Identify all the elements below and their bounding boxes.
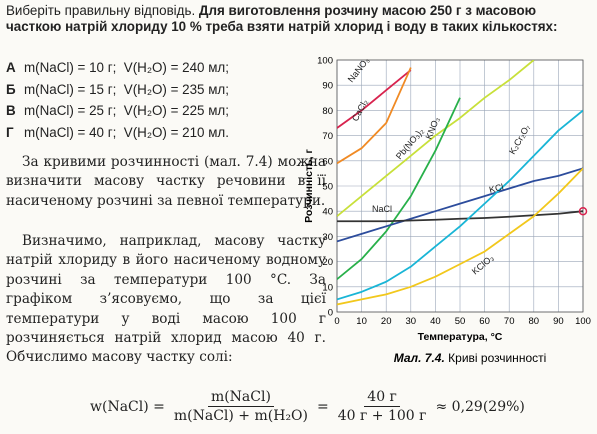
- x-tick-label: 90: [553, 316, 564, 327]
- y-tick-label: 50: [322, 182, 333, 193]
- x-tick-label: 0: [334, 316, 339, 327]
- option-letter: А: [6, 60, 16, 75]
- option-letter: В: [6, 103, 16, 118]
- curve: [337, 67, 412, 165]
- y-tick-label: 90: [322, 81, 333, 92]
- y-tick-label: 60: [322, 156, 333, 167]
- y-tick-label: 30: [322, 232, 333, 243]
- x-tick-label: 20: [381, 316, 392, 327]
- curve: [337, 210, 583, 223]
- question-text: Для виготовлення розчину масою 250 г з м…: [6, 3, 558, 34]
- x-tick-label: 70: [504, 316, 515, 327]
- y-tick-label: 20: [322, 257, 333, 268]
- result: ≈ 0,29(29%): [435, 398, 525, 415]
- y-tick-label: 0: [328, 308, 333, 319]
- y-tick-label: 10: [322, 282, 333, 293]
- caption-text: Криві розчинності: [448, 351, 546, 365]
- numerator: 40 г: [364, 388, 400, 407]
- option-letter: Б: [6, 81, 16, 97]
- y-axis-label: Розчинність, г: [303, 149, 315, 223]
- curve: [337, 69, 412, 129]
- denominator: 40 г + 100 г: [337, 408, 427, 424]
- denominator: m(NaCl) + m(H₂O): [173, 408, 308, 424]
- option-text: m(NaCl) = 15 г; V(H₂O) = 235 мл;: [24, 81, 229, 97]
- paragraph: За кривими розчинності (мал. 7.4) можна …: [6, 154, 326, 209]
- curve-label: KCl: [488, 182, 505, 195]
- equals: =: [317, 398, 329, 415]
- y-tick-label: 80: [322, 106, 333, 117]
- chart: 0 10 20 30 40 50 60 70 80 90 100 0 10 20 30 40 50 60 70 80 9…: [303, 55, 591, 365]
- x-tick-label: 100: [575, 316, 591, 327]
- curves: [337, 60, 583, 306]
- curve: [337, 60, 535, 217]
- fraction: m(NaCl) m(NaCl) + m(H₂O): [171, 388, 311, 425]
- x-axis-label: Температура, °C: [418, 331, 503, 343]
- x-tick-label: 10: [356, 316, 367, 327]
- plot-border: [336, 59, 584, 313]
- curve: [337, 167, 583, 306]
- formula-lhs: w(NaCl) =: [90, 398, 165, 415]
- y-tick-label: 40: [322, 207, 333, 218]
- fraction: 40 г 40 г + 100 г: [335, 388, 430, 425]
- formula: w(NaCl) = m(NaCl) m(NaCl) + m(H₂O) = 40 г…: [90, 388, 525, 425]
- option-letter: Г: [6, 124, 14, 140]
- paragraph: Визначимо, наприклад, масову частку натр…: [6, 233, 326, 366]
- question: Виберіть правильну відповідь. Для вигото…: [6, 3, 591, 35]
- question-intro: Виберіть правильну відповідь.: [6, 3, 196, 18]
- curve: [337, 109, 583, 301]
- numerator: m(NaCl): [207, 388, 274, 407]
- x-tick-label: 30: [406, 316, 417, 327]
- point-marker: [578, 206, 588, 216]
- caption-label: Мал. 7.4.: [394, 351, 445, 365]
- x-tick-label: 40: [430, 316, 441, 327]
- option-text: m(NaCl) = 10 г; V(H₂O) = 240 мл;: [24, 60, 229, 75]
- option-text: m(NaCl) = 25 г; V(H₂O) = 225 мл;: [24, 103, 229, 118]
- curve: [337, 167, 583, 243]
- option-text: m(NaCl) = 40 г; V(H₂O) = 210 мл.: [24, 124, 229, 140]
- x-tick-label: 60: [479, 316, 490, 327]
- curve: [337, 97, 461, 280]
- x-tick-label: 80: [529, 316, 540, 327]
- curve-label: NaCl: [372, 204, 392, 214]
- y-tick-label: 100: [317, 56, 333, 67]
- y-tick-label: 70: [322, 131, 333, 142]
- x-tick-label: 50: [455, 316, 466, 327]
- caption: Мал. 7.4. Криві розчинності: [394, 351, 547, 365]
